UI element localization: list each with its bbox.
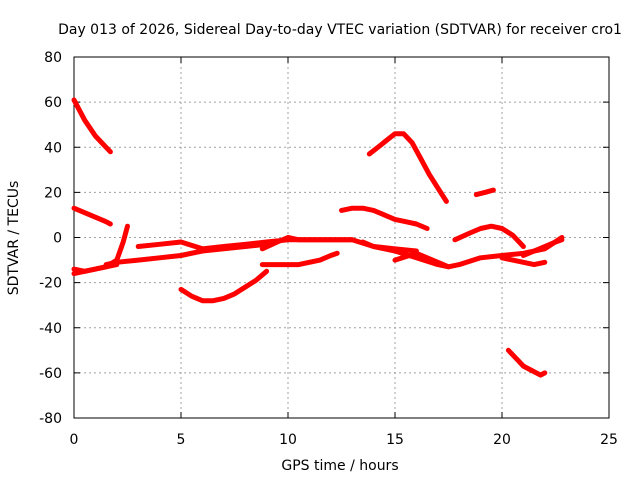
series-arc-5 bbox=[103, 241, 270, 268]
y-tick-label: -80 bbox=[39, 411, 62, 427]
series-arc-2 bbox=[71, 205, 113, 227]
y-tick-label: 60 bbox=[44, 95, 62, 111]
x-axis-label: GPS time / hours bbox=[281, 458, 398, 474]
y-tick-label: -40 bbox=[39, 321, 62, 337]
y-tick-label: -20 bbox=[39, 276, 62, 292]
series-arc-10 bbox=[339, 205, 430, 231]
series-arc-1 bbox=[71, 97, 113, 155]
series-arc-16 bbox=[499, 255, 548, 268]
series-arc-14 bbox=[452, 223, 526, 249]
grid-lines bbox=[74, 57, 609, 418]
series-arc-11 bbox=[366, 131, 449, 204]
x-tick-label: 25 bbox=[600, 432, 618, 448]
x-tick-label: 20 bbox=[493, 432, 511, 448]
y-tick-label: -60 bbox=[39, 366, 62, 382]
y-tick-label: 0 bbox=[53, 231, 62, 247]
series-arc-18 bbox=[520, 237, 565, 258]
series-arc-15 bbox=[473, 187, 496, 198]
data-series bbox=[71, 97, 565, 378]
x-tick-label: 0 bbox=[70, 432, 79, 448]
series-arc-7 bbox=[178, 268, 270, 304]
series-arc-17 bbox=[505, 347, 548, 378]
series-arc-8 bbox=[259, 250, 340, 268]
y-tick-label: 20 bbox=[44, 185, 62, 201]
series-arc-13 bbox=[360, 239, 451, 270]
x-tick-label: 15 bbox=[386, 432, 404, 448]
y-tick-label: 80 bbox=[44, 50, 62, 66]
y-axis-label: SDTVAR / TECUs bbox=[6, 181, 22, 296]
x-tick-label: 5 bbox=[177, 432, 186, 448]
x-tick-label: 10 bbox=[279, 432, 297, 448]
chart-title: Day 013 of 2026, Sidereal Day-to-day VTE… bbox=[58, 22, 622, 38]
axis-ticks: 0 5 10 15 20 25 -80 -60 -40 -20 0 20 40 60 80 bbox=[39, 50, 618, 448]
y-tick-label: 40 bbox=[44, 140, 62, 156]
